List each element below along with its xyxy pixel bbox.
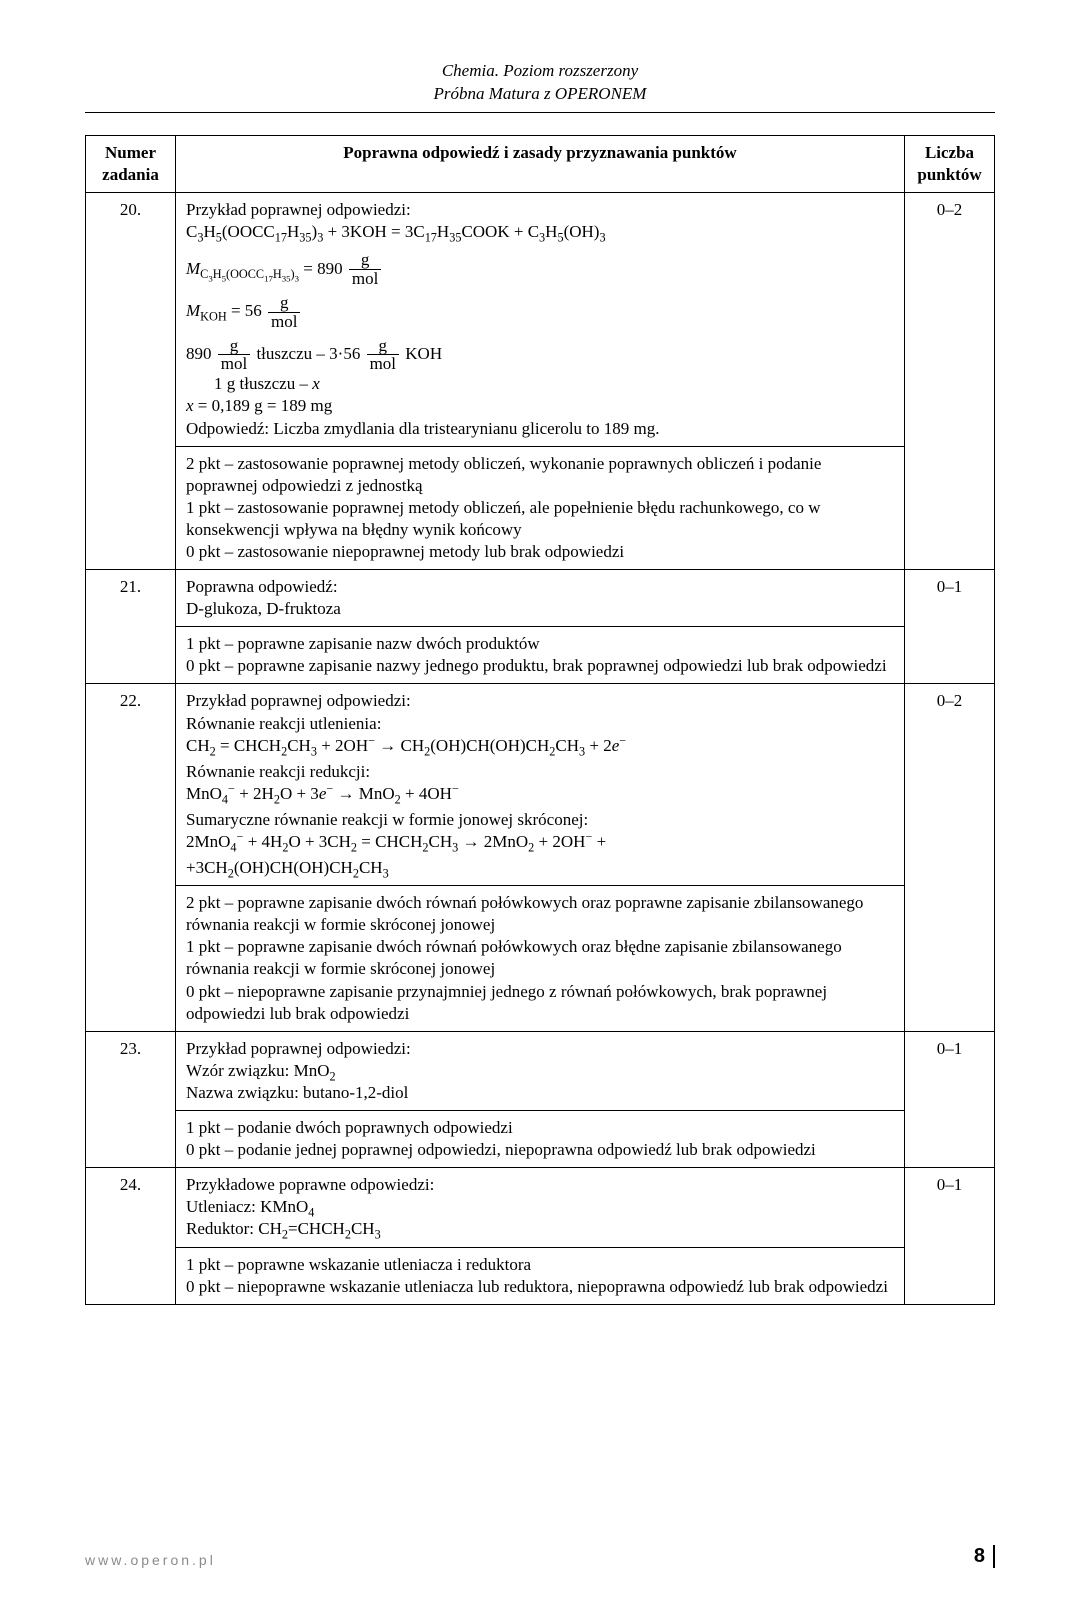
equation: MC3H5(OOCC17H35)3 = 890 gmol	[186, 259, 383, 278]
table-row: 22. Przykład poprawnej odpowiedzi: Równa…	[86, 684, 995, 886]
task-answer: Przykład poprawnej odpowiedzi: C3H5(OOCC…	[176, 193, 905, 447]
table-row: 1 pkt – poprawne wskazanie utleniacza i …	[86, 1247, 995, 1304]
task-scoring: 1 pkt – podanie dwóch poprawnych odpowie…	[176, 1111, 905, 1168]
col-header-points: Liczba punktów	[905, 135, 995, 192]
equation: MKOH = 56 gmol	[186, 301, 302, 320]
task-answer: Przykład poprawnej odpowiedzi: Wzór zwią…	[176, 1031, 905, 1110]
col-header-number: Numer zadania	[86, 135, 176, 192]
equation: x = 0,189 g = 189 mg	[186, 396, 332, 415]
equation: 2MnO4− + 4H2O + 3CH2 = CHCH2CH3 → 2MnO2 …	[186, 832, 606, 851]
footer-url: www.operon.pl	[85, 1552, 216, 1568]
equation: +3CH2(OH)CH(OH)CH2CH3	[186, 858, 389, 877]
table-row: 20. Przykład poprawnej odpowiedzi: C3H5(…	[86, 193, 995, 447]
equation: CH2 = CHCH2CH3 + 2OH− → CH2(OH)CH(OH)CH2…	[186, 736, 626, 755]
task-answer: Poprawna odpowiedź: D-glukoza, D-fruktoz…	[176, 570, 905, 627]
table-row: 24. Przykładowe poprawne odpowiedzi: Utl…	[86, 1168, 995, 1247]
table-header-row: Numer zadania Poprawna odpowiedź i zasad…	[86, 135, 995, 192]
task-scoring: 2 pkt – zastosowanie poprawnej metody ob…	[176, 446, 905, 569]
table-row: 23. Przykład poprawnej odpowiedzi: Wzór …	[86, 1031, 995, 1110]
header-line-1: Chemia. Poziom rozszerzony	[442, 61, 638, 80]
col-header-answer: Poprawna odpowiedź i zasady przyznawania…	[176, 135, 905, 192]
table-row: 1 pkt – poprawne zapisanie nazw dwóch pr…	[86, 627, 995, 684]
equation: 890 gmol tłuszczu – 3·56 gmol KOH	[186, 344, 442, 363]
answer-key-table: Numer zadania Poprawna odpowiedź i zasad…	[85, 135, 995, 1305]
equation: C3H5(OOCC17H35)3 + 3KOH = 3C17H35COOK + …	[186, 222, 606, 241]
task-scoring: 2 pkt – poprawne zapisanie dwóch równań …	[176, 886, 905, 1032]
task-number: 22.	[86, 684, 176, 886]
task-number: 20.	[86, 193, 176, 447]
equation: Reduktor: CH2=CHCH2CH3	[186, 1219, 381, 1238]
task-points: 0–1	[905, 570, 995, 627]
page-header: Chemia. Poziom rozszerzony Próbna Matura…	[85, 60, 995, 113]
table-row: 21. Poprawna odpowiedź: D-glukoza, D-fru…	[86, 570, 995, 627]
equation: Utleniacz: KMnO4	[186, 1197, 314, 1216]
equation: 1 g tłuszczu – x	[214, 374, 320, 393]
equation: MnO4− + 2H2O + 3e− → MnO2 + 4OH−	[186, 784, 459, 803]
task-number: 23.	[86, 1031, 176, 1110]
task-number: 21.	[86, 570, 176, 627]
table-row: 2 pkt – zastosowanie poprawnej metody ob…	[86, 446, 995, 569]
task-answer: Przykładowe poprawne odpowiedzi: Utlenia…	[176, 1168, 905, 1247]
page-number: 8	[974, 1545, 995, 1568]
task-number: 24.	[86, 1168, 176, 1247]
task-answer: Przykład poprawnej odpowiedzi: Równanie …	[176, 684, 905, 886]
header-line-2: Próbna Matura z OPERONEM	[434, 84, 647, 103]
task-scoring: 1 pkt – poprawne zapisanie nazw dwóch pr…	[176, 627, 905, 684]
page-footer: www.operon.pl 8	[85, 1545, 995, 1568]
table-row: 1 pkt – podanie dwóch poprawnych odpowie…	[86, 1111, 995, 1168]
task-points: 0–1	[905, 1168, 995, 1247]
table-row: 2 pkt – poprawne zapisanie dwóch równań …	[86, 886, 995, 1032]
task-points: 0–2	[905, 193, 995, 447]
equation: Wzór związku: MnO2	[186, 1061, 336, 1080]
task-scoring: 1 pkt – poprawne wskazanie utleniacza i …	[176, 1247, 905, 1304]
task-points: 0–2	[905, 684, 995, 886]
task-points: 0–1	[905, 1031, 995, 1110]
